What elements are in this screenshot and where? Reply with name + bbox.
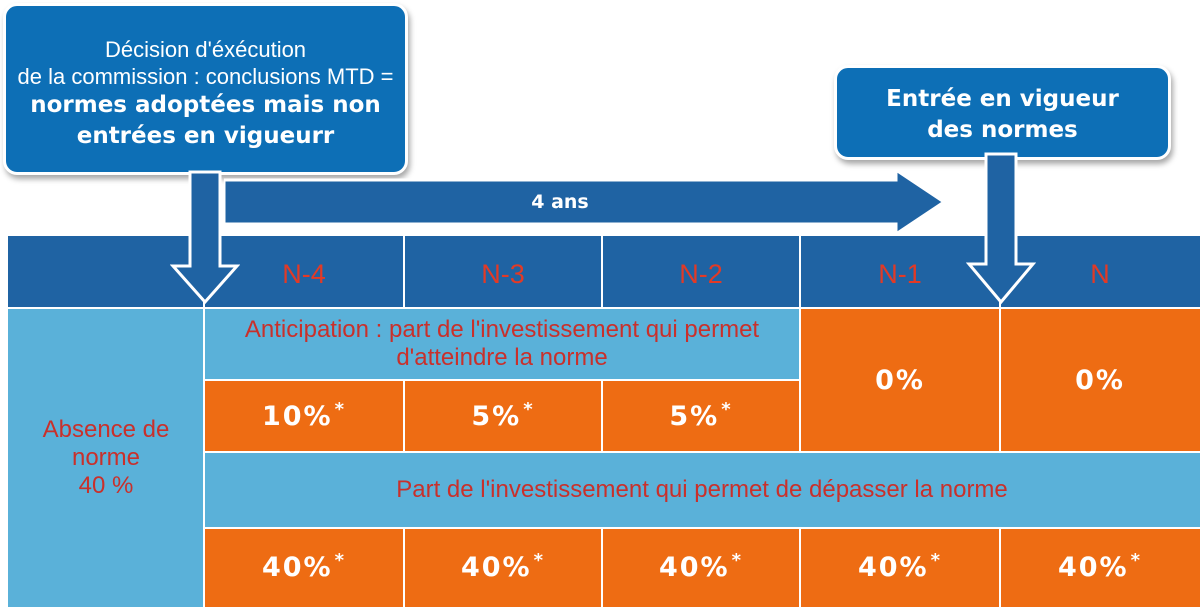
anticipation-value-n-3: 5% *: [404, 380, 602, 452]
callout-decision: Décision d'éxécution de la commission : …: [3, 3, 408, 175]
duration-arrow-icon: [224, 170, 947, 234]
exceed-value-n-2-text: 40%: [658, 552, 730, 583]
grid-line: [8, 307, 1200, 309]
anticipation-value-n-4: 10% *: [204, 380, 404, 452]
exceed-value-n: 40% *: [1000, 528, 1200, 607]
header-empty-cell: [8, 236, 204, 308]
exceed-value-n-4-text: 40%: [261, 552, 333, 583]
callout-entry-line1: Entrée en vigueur: [886, 86, 1119, 112]
header-year-n: N: [1000, 236, 1200, 308]
anticipation-value-n-2: 5% *: [602, 380, 800, 452]
anticipation-value-n-2-text: 5%: [669, 400, 720, 432]
absence-line2: norme: [71, 443, 141, 471]
grid-line: [204, 527, 1200, 529]
exceed-value-n-3-text: 40%: [460, 552, 532, 583]
header-year-n-2: N-2: [602, 236, 800, 308]
callout-decision-line3: normes adoptées mais non: [30, 92, 381, 118]
down-arrow-decision-icon: [170, 170, 240, 305]
exceed-marker: *: [1130, 550, 1143, 571]
exceed-marker: *: [334, 550, 347, 571]
callout-entry-into-force: Entrée en vigueur des normes: [834, 65, 1171, 160]
value-n-zero: 0%: [1000, 308, 1200, 452]
grid-line: [601, 528, 603, 607]
anticipation-marker: *: [523, 398, 535, 420]
exceed-value-n-2: 40% *: [602, 528, 800, 607]
anticipation-value-n-4-text: 10%: [261, 400, 333, 432]
header-year-n-4: N-4: [204, 236, 404, 308]
exceed-value-n-1: 40% *: [800, 528, 1000, 607]
anticipation-value-n-3-text: 5%: [471, 400, 522, 432]
exceed-marker: *: [731, 550, 744, 571]
header-year-n-3: N-3: [404, 236, 602, 308]
anticipation-marker: *: [334, 398, 347, 420]
grid-line: [204, 451, 1200, 453]
callout-entry-line2: des normes: [927, 117, 1078, 143]
exceed-value-n-3: 40% *: [404, 528, 602, 607]
grid-line: [601, 236, 603, 308]
value-n-1-zero: 0%: [800, 308, 1000, 452]
callout-decision-line4: entrées en vigueurr: [76, 123, 335, 149]
down-arrow-entry-icon: [966, 152, 1036, 305]
grid-line: [799, 308, 801, 452]
grid-line: [403, 236, 405, 308]
anticipation-marker: *: [721, 398, 733, 420]
anticipation-line2: d'atteindre la norme: [396, 344, 608, 371]
grid-line: [403, 380, 405, 452]
callout-decision-line2: de la commission : conclusions MTD =: [17, 64, 394, 89]
absence-norme-cell: Absence de norme 40 %: [8, 308, 204, 607]
header-year-n-1: N-1: [800, 236, 1000, 308]
grid-line: [203, 236, 205, 607]
exceed-label-cell: Part de l'investissement qui permet de d…: [204, 452, 1200, 528]
grid-line: [799, 528, 801, 607]
grid-line: [204, 379, 800, 381]
absence-line3: 40 %: [78, 471, 134, 499]
grid-line: [601, 380, 603, 452]
exceed-value-n-4: 40% *: [204, 528, 404, 607]
anticipation-label-cell: Anticipation : part de l'investissement …: [204, 308, 800, 380]
callout-decision-line1: Décision d'éxécution: [104, 37, 307, 62]
anticipation-line1: Anticipation : part de l'investissement …: [244, 316, 760, 343]
duration-arrow-label: 4 ans: [531, 191, 589, 213]
exceed-value-n-text: 40%: [1057, 552, 1129, 583]
grid-line: [999, 236, 1001, 452]
exceed-value-n-1-text: 40%: [857, 552, 929, 583]
grid-line: [403, 528, 405, 607]
exceed-marker: *: [930, 550, 943, 571]
grid-line: [999, 528, 1001, 607]
exceed-marker: *: [533, 550, 546, 571]
absence-line1: Absence de: [42, 415, 170, 443]
grid-line: [799, 236, 801, 308]
